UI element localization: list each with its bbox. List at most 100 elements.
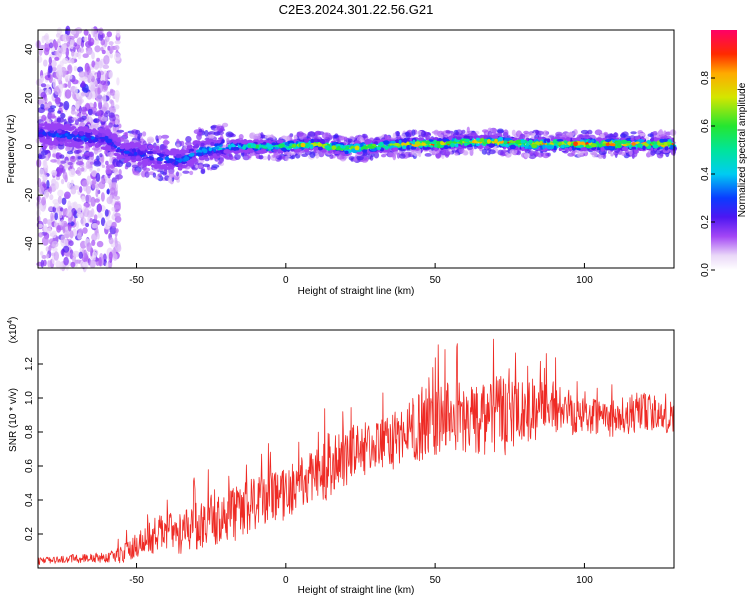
spectrogram-cell	[286, 151, 292, 156]
spectrogram-cell	[100, 146, 105, 150]
spectrogram-cell	[576, 145, 583, 148]
spectrogram-cell	[486, 139, 491, 144]
spectrogram-cell	[95, 189, 99, 198]
spectrogram-cell	[58, 83, 63, 90]
spectrogram-cell	[208, 147, 212, 152]
spectrogram-cell	[44, 42, 51, 52]
spectrogram-cell	[91, 60, 96, 68]
spectrogram-cell	[54, 181, 59, 190]
spectrogram-cell	[608, 146, 614, 150]
spectrogram-cell	[339, 135, 346, 141]
spectrogram-cell	[210, 141, 215, 146]
spectrogram-cell	[312, 147, 320, 151]
spectrogram-cell	[79, 186, 83, 193]
spectrogram-cell	[575, 137, 582, 141]
spectrogram-cell	[40, 259, 44, 268]
spectrogram-cell	[662, 138, 668, 142]
spectrogram-frame	[37, 29, 675, 269]
spectrogram-cell	[336, 155, 345, 160]
spectrogram-cell	[98, 127, 103, 133]
spectrogram-cell	[290, 148, 295, 152]
spectrogram-cell	[650, 149, 656, 156]
spectrogram-cell	[136, 144, 143, 147]
spectrogram-cell	[297, 131, 304, 137]
spectrogram-cell	[454, 152, 459, 156]
spectrogram-cell	[53, 251, 59, 261]
spectrogram-cell	[63, 126, 68, 130]
spectrogram-cell	[66, 135, 73, 140]
spectrogram-cell	[42, 218, 48, 225]
spectrogram-cell	[339, 152, 344, 155]
spectrogram-cell	[645, 136, 650, 142]
spectrogram-cell	[47, 260, 51, 268]
spectrogram-cell	[97, 133, 103, 137]
spectrogram-cell	[464, 135, 470, 140]
spectrogram-cell	[158, 153, 165, 158]
spectrogram-cell	[463, 151, 468, 156]
spectrogram-cell	[238, 134, 244, 140]
colorbar-label: Normalized spectral amplitude	[737, 82, 748, 217]
spectrogram-cell	[598, 149, 606, 155]
spectrogram-cell	[64, 191, 71, 199]
spectrogram-cell	[78, 105, 82, 114]
colorbar-tick-label: 0.2	[700, 215, 711, 229]
spectrogram-cell	[247, 144, 252, 148]
spectrogram-cell	[59, 160, 66, 164]
spectrogram-cell	[97, 70, 101, 80]
spectrogram-cell	[44, 33, 50, 43]
spectrogram-cell	[59, 141, 64, 145]
spectrogram-cell	[573, 129, 578, 136]
spectrogram-cell	[590, 143, 597, 148]
spectrogram-cell	[455, 136, 462, 140]
spectrogram-y-tick-label: -40	[24, 236, 35, 251]
colorbar-tick-label: 0.8	[700, 71, 711, 85]
spectrogram-cell	[305, 144, 309, 148]
spectrogram-cell	[114, 104, 120, 110]
spectrogram-cell	[580, 141, 585, 145]
spectrogram-cell	[652, 131, 658, 136]
spectrogram-cell	[50, 59, 57, 68]
spectrogram-cell	[164, 156, 170, 161]
spectrogram-cell	[69, 155, 77, 163]
spectrogram-cell	[331, 142, 335, 147]
spectrogram-cell	[616, 143, 622, 148]
spectrogram-cell	[40, 103, 45, 110]
spectrogram-cell	[88, 33, 92, 44]
spectrogram-cell	[104, 129, 111, 134]
spectrogram-cell	[417, 138, 424, 141]
spectrogram-cell	[650, 142, 654, 145]
spectrogram-cell	[146, 136, 155, 143]
spectrogram-cell	[64, 133, 69, 137]
spectrogram-cell	[60, 178, 65, 185]
spectrogram-cell	[137, 157, 142, 162]
spectrogram-cell	[153, 164, 159, 169]
spectrogram-cell	[521, 146, 525, 152]
spectrogram-cell	[203, 154, 209, 158]
spectrogram-cell	[267, 146, 274, 150]
spectrogram-cell	[70, 179, 74, 186]
spectrogram-cell	[228, 153, 233, 158]
snr-x-tick-label: 0	[283, 575, 289, 586]
spectrogram-cell	[45, 192, 50, 198]
spectrogram-cell	[587, 139, 592, 144]
spectrogram-cell	[67, 161, 73, 166]
spectrogram-cell	[49, 194, 54, 201]
colorbar-tick-label: 0.6	[700, 119, 711, 133]
spectrogram-cell	[51, 240, 59, 248]
spectrogram-cell	[435, 141, 441, 144]
spectrogram-cell	[113, 52, 121, 61]
spectrogram-cell	[52, 125, 59, 130]
spectrogram-cell	[41, 236, 49, 246]
spectrogram-cell	[102, 93, 107, 104]
spectrogram-cell	[599, 133, 604, 138]
spectrogram-cell	[189, 170, 194, 176]
spectrogram-cell	[90, 27, 95, 35]
spectrogram-cell	[41, 254, 47, 259]
spectrogram-cell	[116, 129, 125, 133]
snr-y-scale-suffix: )	[8, 317, 19, 320]
snr-y-tick-label: 0.8	[24, 425, 35, 439]
spectrogram-cell	[598, 143, 603, 148]
spectrogram-cell	[206, 139, 213, 142]
spectrogram-cell	[631, 146, 637, 150]
spectrogram-cell	[392, 132, 397, 139]
